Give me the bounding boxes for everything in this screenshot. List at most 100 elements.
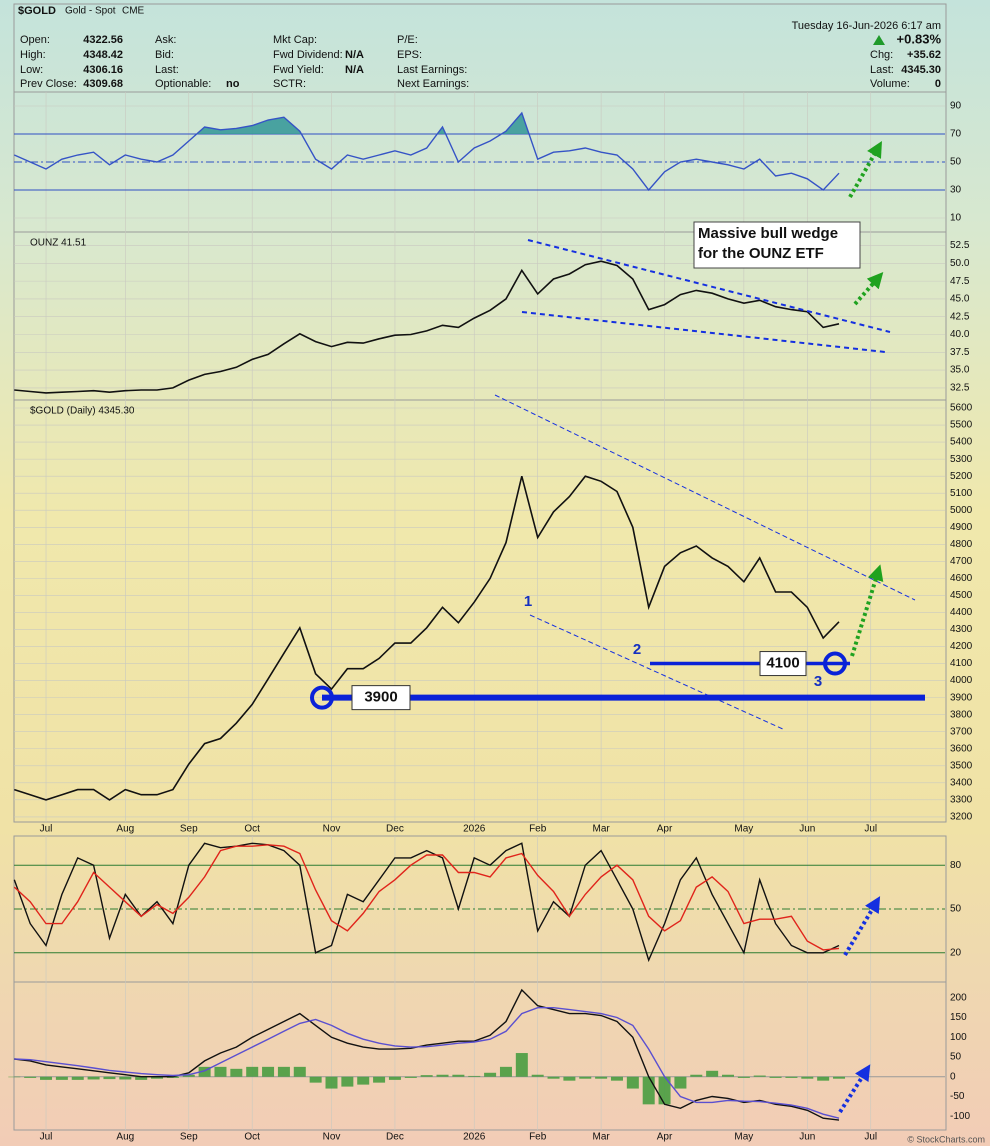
field-value: 4345.30 [901,64,941,76]
channel-line [494,394,916,601]
histogram-bar [182,1074,195,1077]
histogram-bar [293,1066,306,1077]
field-value: no [226,78,240,90]
panel-label: $GOLD (Daily) 4345.30 [30,406,135,417]
x-tick-label: Dec [386,824,404,835]
field-label: Chg: [870,49,893,61]
histogram-bar [373,1076,386,1083]
panel-label: OUNZ 41.51 [30,238,87,249]
channel-line [529,614,786,731]
y-tick-label: 45.0 [950,294,970,305]
histogram-bar [309,1076,322,1083]
y-tick-label: 20 [950,947,962,958]
field-value: N/A [345,64,364,76]
field-value: +35.62 [907,49,941,61]
x-tick-label: Nov [323,1132,341,1143]
x-tick-label: Jul [40,824,53,835]
histogram-bar [40,1076,53,1080]
field-label: Fwd Dividend: [273,49,343,61]
annotations: Massive bull wedge for the OUNZ ETF 1 2 … [310,141,925,1114]
wave-label: 1 [524,593,532,610]
field-label: Next Earnings: [397,78,469,90]
y-tick-label: 5100 [950,488,973,499]
y-tick-label: 4200 [950,641,973,652]
histogram-bar [55,1076,68,1080]
histogram-bar [214,1066,227,1077]
field-label: Optionable: [155,78,211,90]
y-tick-label: 47.5 [950,276,970,287]
histogram-bar [484,1072,497,1077]
level-circle [823,651,847,676]
y-tick-label: -50 [950,1091,965,1102]
histogram-bar [801,1076,814,1079]
field-value: 4306.16 [83,64,123,76]
y-tick-label: 35.0 [950,365,970,376]
y-tick-label: 52.5 [950,240,970,251]
arrow [838,1064,871,1114]
wave-label: 3 [814,673,822,690]
histogram-bar [833,1076,846,1079]
histogram-bar [547,1076,560,1079]
x-tick-label: 2026 [463,1132,486,1143]
y-tick-label: 5400 [950,437,973,448]
change-pct: +0.83% [897,31,942,46]
histogram-bar [595,1076,608,1079]
field-value: 0 [935,78,941,90]
y-tick-label: 4100 [950,658,973,669]
note: for the OUNZ ETF [698,245,824,262]
histogram-bar [769,1076,782,1078]
y-tick-label: 4400 [950,607,973,618]
y-tick-label: 50 [950,904,962,915]
series-line [14,988,840,1121]
x-tick-label: May [734,1132,753,1143]
up-arrow [873,35,885,45]
y-tick-label: 37.5 [950,347,970,358]
y-tick-label: 3600 [950,743,973,754]
histogram-bar [230,1068,243,1077]
series-line [13,844,840,951]
series-line [14,475,840,801]
histogram-bar [642,1076,655,1105]
field-label: P/E: [397,34,418,46]
plot: Jul Aug Sep Oct Nov Dec 2026 Feb Mar Apr May Jun Jul… [8,92,973,1143]
histogram-bar [8,1076,21,1078]
arrow [843,896,881,957]
x-tick-label: Jun [799,824,815,835]
field-label: Last Earnings: [397,64,467,76]
y-tick-label: 5000 [950,505,973,516]
y-tick-label: 5200 [950,471,973,482]
x-tick-label: 2026 [463,824,486,835]
note: Massive bull wedge [698,225,838,242]
field-value: 4322.56 [83,34,123,46]
y-tick-label: -100 [950,1111,970,1122]
histogram-bar [341,1076,354,1087]
histogram-bar [468,1075,481,1077]
histogram-bar [325,1076,338,1089]
y-tick-label: 4000 [950,675,973,686]
level-box [351,685,411,711]
y-tick-label: 4800 [950,539,973,550]
x-tick-label: Nov [323,824,341,835]
x-tick-label: Jul [864,1132,877,1143]
y-tick-label: 4300 [950,624,973,635]
field-label: Last: [155,64,179,76]
histogram-bar [246,1066,259,1077]
x-tick-label: Apr [657,824,673,835]
histogram-bar [420,1075,433,1077]
y-tick-label: 50 [950,157,962,168]
y-tick-label: 30 [950,185,962,196]
symbol: $GOLD [18,5,56,17]
field-label: Ask: [155,34,176,46]
field-label: Fwd Yield: [273,64,324,76]
histogram-bar [499,1066,512,1077]
histogram-bar [753,1075,766,1077]
histogram-bar [531,1074,544,1077]
histogram-bar [817,1076,830,1081]
y-tick-label: 100 [950,1032,967,1043]
y-tick-label: 90 [950,101,962,112]
y-tick-label: 150 [950,1012,967,1023]
x-tick-label: Jul [864,824,877,835]
histogram-bar [785,1076,798,1078]
header: $GOLD Gold - Spot CME Tuesday 16-Jun-202… [18,5,985,1144]
